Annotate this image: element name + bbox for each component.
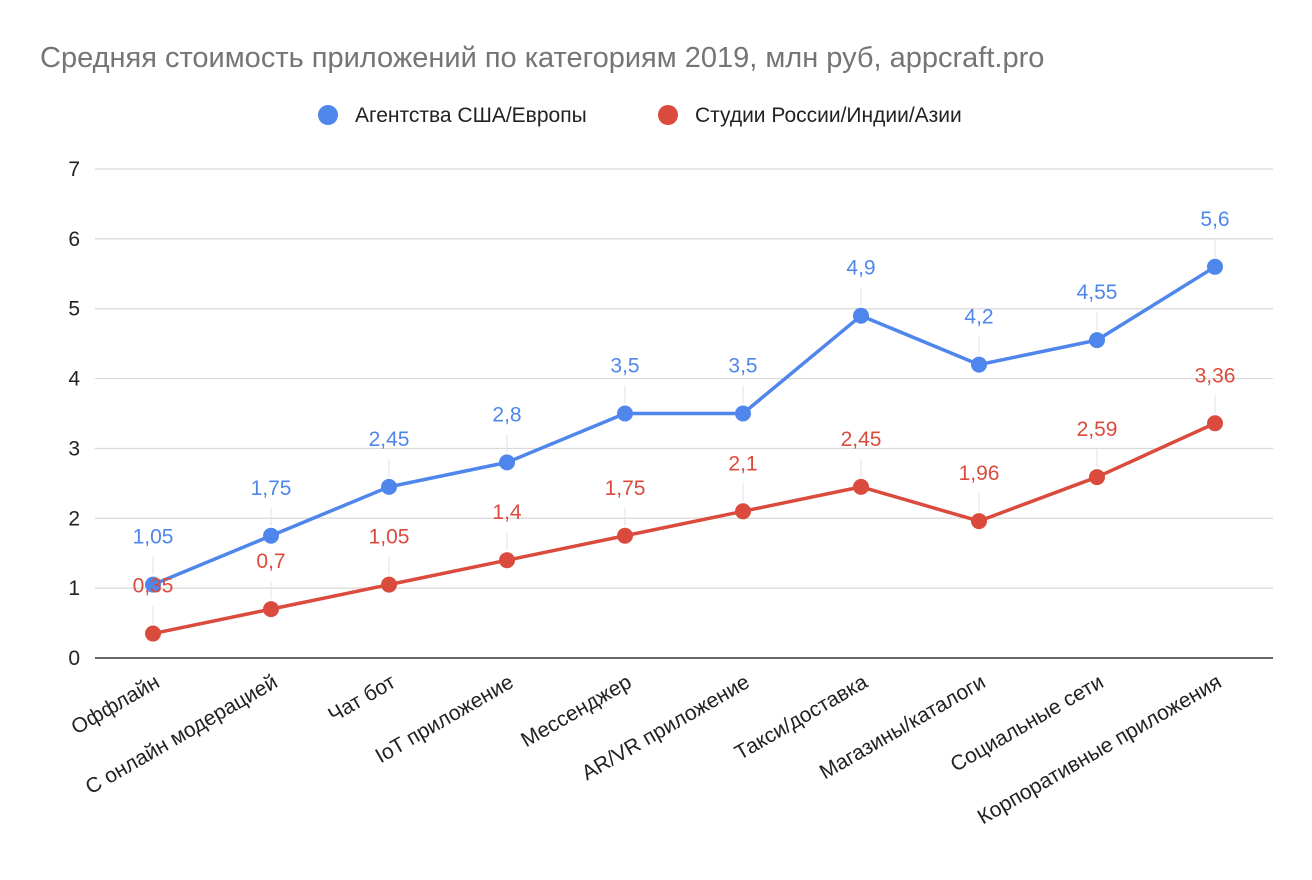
data-label: 2,59 bbox=[1077, 418, 1118, 441]
y-tick-label: 5 bbox=[68, 298, 80, 321]
legend-marker-us-europe bbox=[318, 105, 338, 125]
data-label: 4,55 bbox=[1077, 281, 1118, 304]
x-tick-label: Оффлайн bbox=[67, 670, 163, 739]
data-point[interactable] bbox=[971, 356, 987, 373]
y-tick-label: 7 bbox=[68, 158, 80, 181]
y-tick-label: 6 bbox=[68, 228, 80, 251]
y-axis-ticks: 0 1 2 3 4 5 6 7 bbox=[68, 158, 80, 670]
data-label: 0,35 bbox=[133, 575, 174, 598]
data-point[interactable] bbox=[381, 576, 397, 593]
x-tick-label: Чат бот bbox=[324, 670, 400, 727]
data-label: 2,8 bbox=[492, 403, 521, 426]
data-point[interactable] bbox=[1089, 469, 1105, 486]
data-label: 3,5 bbox=[610, 355, 639, 378]
data-point[interactable] bbox=[263, 601, 279, 618]
legend-label-us-europe: Агентства США/Европы bbox=[355, 104, 587, 127]
data-point[interactable] bbox=[145, 576, 161, 593]
data-label: 1,75 bbox=[251, 477, 292, 500]
legend-item-us-europe[interactable]: Агентства США/Европы bbox=[318, 104, 587, 127]
gridlines bbox=[95, 168, 1273, 589]
data-label: 4,2 bbox=[964, 306, 993, 329]
data-label: 5,6 bbox=[1200, 208, 1229, 231]
x-tick-label: С онлайн модерацией bbox=[82, 670, 282, 799]
data-label: 4,9 bbox=[846, 257, 875, 280]
data-point[interactable] bbox=[617, 527, 633, 544]
data-label: 1,05 bbox=[369, 526, 410, 549]
data-point[interactable] bbox=[853, 307, 869, 324]
data-point[interactable] bbox=[1207, 415, 1223, 432]
data-label: 2,1 bbox=[728, 452, 757, 475]
data-point[interactable] bbox=[617, 405, 633, 422]
data-point[interactable] bbox=[499, 552, 515, 569]
data-point[interactable] bbox=[1207, 258, 1223, 275]
x-tick-label: Мессенджер bbox=[517, 670, 635, 752]
data-label: 1,75 bbox=[605, 477, 646, 500]
legend-item-russia-india-asia[interactable]: Студии России/Индии/Азии bbox=[658, 104, 962, 127]
y-tick-label: 1 bbox=[68, 577, 80, 600]
data-point[interactable] bbox=[735, 503, 751, 520]
data-label: 2,45 bbox=[369, 428, 410, 451]
series-line bbox=[151, 421, 1217, 636]
data-point[interactable] bbox=[971, 513, 987, 530]
y-tick-label: 0 bbox=[68, 647, 80, 670]
data-label: 1,96 bbox=[959, 462, 1000, 485]
y-tick-label: 3 bbox=[68, 437, 80, 460]
series-1: 0,35 0,7 1,05 1,4 1,75 2,1 2,45 1,96 2,59 3,36 bbox=[133, 364, 1236, 642]
series-line bbox=[151, 265, 1217, 587]
data-point[interactable] bbox=[499, 454, 515, 471]
data-point[interactable] bbox=[263, 527, 279, 544]
chart-title: Средняя стоимость приложений по категори… bbox=[40, 42, 1044, 74]
legend: Агентства США/Европы Студии России/Индии… bbox=[318, 104, 962, 127]
data-label: 2,45 bbox=[841, 428, 882, 451]
data-point[interactable] bbox=[735, 405, 751, 422]
series: 1,051,752,452,83,5 3,54,94,24,555,60,350,… bbox=[133, 208, 1236, 642]
y-tick-label: 4 bbox=[68, 368, 80, 391]
data-point[interactable] bbox=[381, 478, 397, 495]
data-point[interactable] bbox=[145, 625, 161, 642]
legend-label-russia-india-asia: Студии России/Индии/Азии bbox=[695, 104, 962, 127]
data-label: 1,4 bbox=[492, 501, 522, 524]
legend-marker-russia-india-asia bbox=[658, 105, 678, 125]
data-label: 3,36 bbox=[1195, 364, 1236, 387]
data-label: 0,7 bbox=[256, 550, 285, 573]
y-tick-label: 2 bbox=[68, 507, 80, 530]
series-0: 1,05 1,75 2,45 2,8 3,5 3,5 4,9 4,2 4,55 5,6 bbox=[133, 208, 1230, 593]
data-point[interactable] bbox=[853, 478, 869, 495]
data-label: 3,5 bbox=[728, 355, 757, 378]
data-label: 1,05 bbox=[133, 526, 174, 549]
data-point[interactable] bbox=[1089, 332, 1105, 349]
